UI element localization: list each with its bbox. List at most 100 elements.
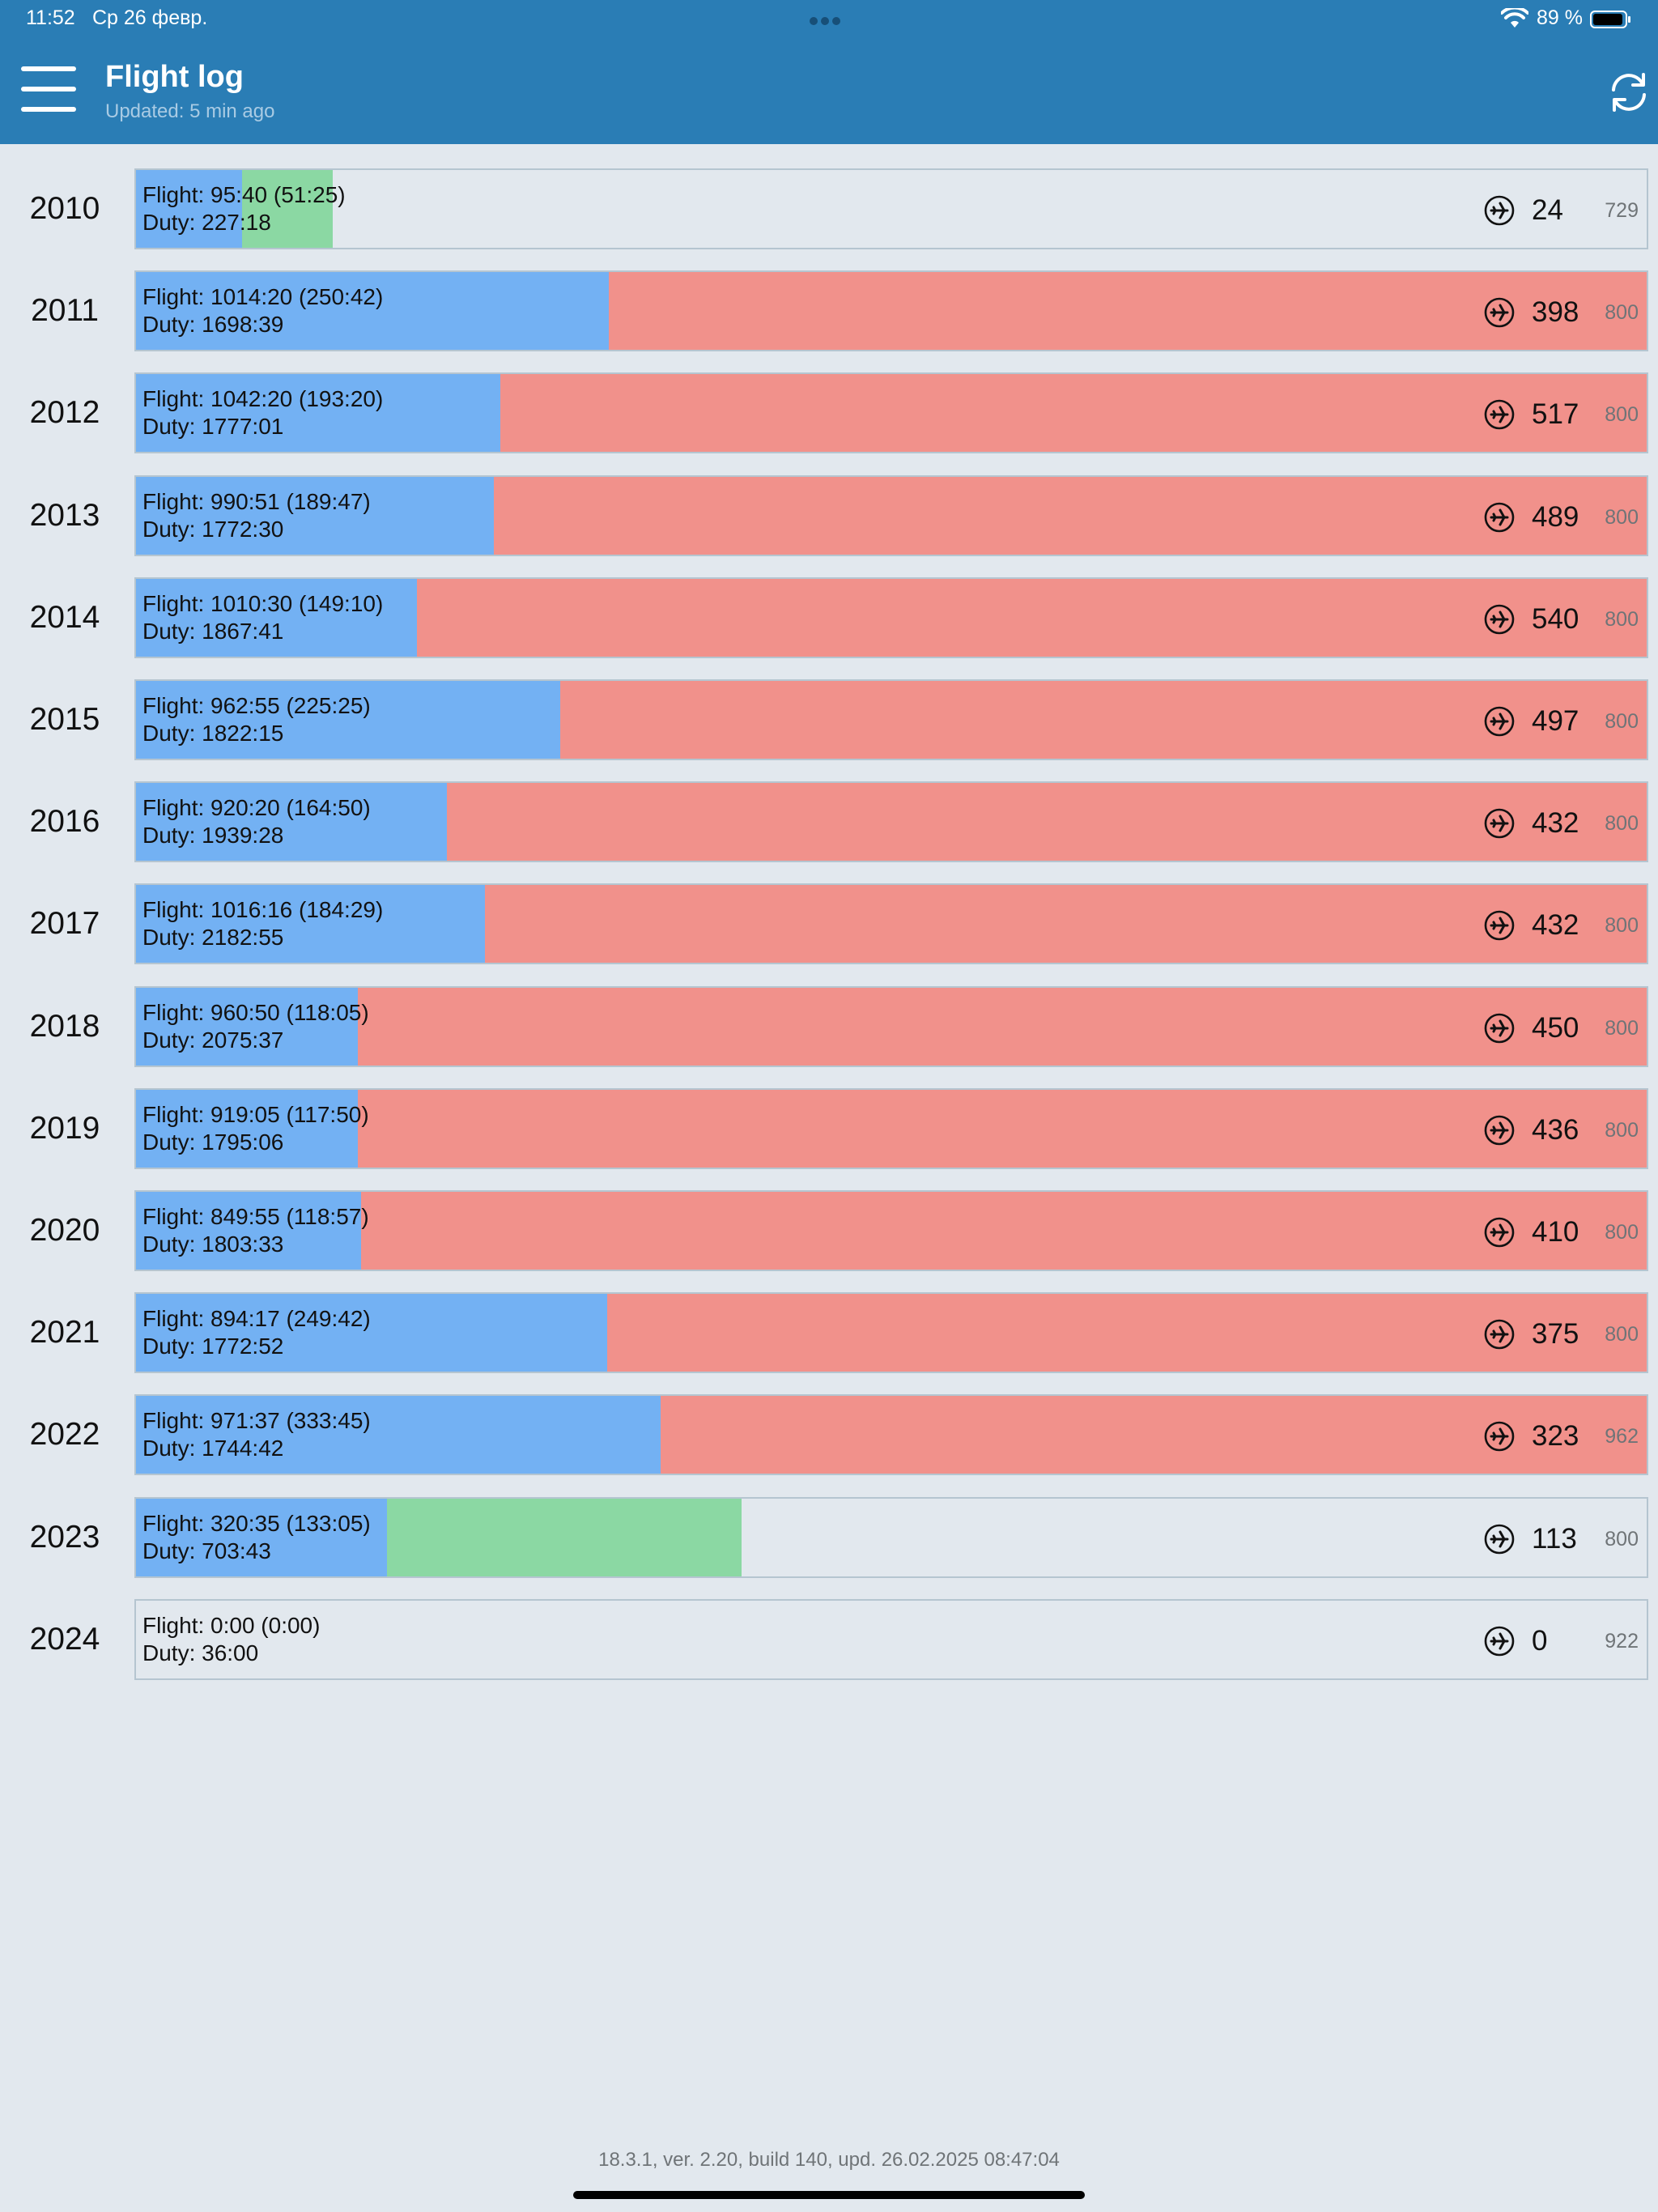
flights-count: 323 — [1532, 1420, 1579, 1453]
duty-time-label: Duty: 1777:01 — [142, 414, 284, 440]
version-info: 18.3.1, ver. 2.20, build 140, upd. 26.02… — [598, 2149, 1060, 2171]
airplane-circle-icon — [1483, 1523, 1516, 1555]
over-limit-segment — [485, 885, 1647, 963]
flight-progress-bar[interactable]: Flight: 1014:20 (250:42) Duty: 1698:39 398… — [134, 270, 1648, 352]
limit-value: 800 — [1605, 812, 1639, 836]
flight-progress-bar[interactable]: Flight: 1010:30 (149:10) Duty: 1867:41 540… — [134, 576, 1648, 658]
flights-count: 432 — [1532, 807, 1579, 840]
battery-percentage: 89 % — [1537, 6, 1583, 29]
status-time: 11:52 — [26, 6, 75, 29]
flight-time-label: Flight: 894:17 (249:42) — [142, 1306, 371, 1332]
year-row-2011: 2011 Flight: 1014:20 (250:42) Duty: 1698:3… — [0, 270, 1658, 352]
bar-text: Flight: 960:50 (118:05) Duty: 2075:37 — [142, 999, 369, 1054]
duty-time-label: Duty: 1803:33 — [142, 1231, 284, 1257]
flight-time-segment — [136, 1396, 661, 1474]
hamburger-menu-icon[interactable] — [21, 65, 78, 113]
flight-time-segment — [136, 170, 242, 248]
year-label: 2022 — [29, 1417, 100, 1453]
flight-time-segment — [136, 578, 418, 657]
year-label: 2023 — [29, 1519, 100, 1555]
duty-time-label: Duty: 1744:42 — [142, 1436, 284, 1461]
flight-time-segment — [136, 681, 561, 759]
bar-text: Flight: 894:17 (249:42) Duty: 1772:52 — [142, 1305, 371, 1360]
more-dots-icon[interactable] — [810, 15, 848, 25]
year-row-2021: 2021 Flight: 894:17 (249:42) Duty: 1772:52… — [0, 1292, 1658, 1374]
airplane-circle-icon — [1483, 705, 1516, 738]
flights-count: 113 — [1532, 1522, 1577, 1555]
year-row-2015: 2015 Flight: 962:55 (225:25) Duty: 1822:15… — [0, 679, 1658, 760]
year-row-2014: 2014 Flight: 1010:30 (149:10) Duty: 1867:4… — [0, 576, 1658, 658]
flight-progress-bar[interactable]: Flight: 1042:20 (193:20) Duty: 1777:01 517… — [134, 372, 1648, 454]
flight-progress-bar[interactable]: Flight: 960:50 (118:05) Duty: 2075:37 450 8… — [134, 985, 1648, 1067]
flights-count: 517 — [1532, 398, 1579, 431]
duty-time-label: Duty: 2182:55 — [142, 925, 284, 951]
flight-progress-bar[interactable]: Flight: 971:37 (333:45) Duty: 1744:42 323 9… — [134, 1394, 1648, 1476]
flight-progress-bar[interactable]: Flight: 962:55 (225:25) Duty: 1822:15 497 8… — [134, 679, 1648, 760]
flight-progress-bar[interactable]: Flight: 1016:16 (184:29) Duty: 2182:55 432… — [134, 883, 1648, 965]
limit-value: 800 — [1605, 505, 1639, 529]
flight-progress-bar[interactable]: Flight: 920:20 (164:50) Duty: 1939:28 432 8… — [134, 781, 1648, 863]
year-row-2018: 2018 Flight: 960:50 (118:05) Duty: 2075:37… — [0, 985, 1658, 1067]
flight-time-segment — [136, 1192, 362, 1270]
year-label: 2016 — [29, 804, 100, 840]
flight-progress-bar[interactable]: Flight: 320:35 (133:05) Duty: 703:43 113 80… — [134, 1496, 1648, 1578]
updated-status: Updated: 5 min ago — [105, 100, 275, 122]
flights-count: 0 — [1532, 1624, 1548, 1657]
bar-text: Flight: 1014:20 (250:42) Duty: 1698:39 — [142, 283, 383, 338]
over-limit-segment — [361, 1192, 1647, 1270]
duty-time-label: Duty: 2075:37 — [142, 1027, 284, 1053]
page-title: Flight log — [105, 60, 244, 94]
airplane-circle-icon — [1483, 603, 1516, 636]
year-label: 2015 — [29, 702, 100, 737]
duty-time-label: Duty: 227:18 — [142, 210, 271, 235]
year-row-2022: 2022 Flight: 971:37 (333:45) Duty: 1744:42… — [0, 1394, 1658, 1476]
limit-value: 800 — [1605, 914, 1639, 938]
flight-time-label: Flight: 0:00 (0:00) — [142, 1612, 321, 1638]
over-limit-segment — [358, 987, 1647, 1066]
duty-time-label: Duty: 1939:28 — [142, 823, 284, 849]
flights-count: 436 — [1532, 1113, 1579, 1146]
flight-time-segment — [136, 1089, 359, 1168]
bar-text: Flight: 849:55 (118:57) Duty: 1803:33 — [142, 1203, 369, 1258]
bar-text: Flight: 962:55 (225:25) Duty: 1822:15 — [142, 692, 371, 747]
flight-progress-bar[interactable]: Flight: 95:40 (51:25) Duty: 227:18 24 729 — [134, 168, 1648, 249]
flight-time-label: Flight: 1016:16 (184:29) — [142, 897, 384, 923]
duty-time-label: Duty: 1795:06 — [142, 1129, 284, 1155]
year-label: 2020 — [29, 1213, 100, 1248]
limit-value: 800 — [1605, 710, 1639, 733]
over-limit-segment — [358, 1089, 1647, 1168]
flight-progress-bar[interactable]: Flight: 894:17 (249:42) Duty: 1772:52 375 8… — [134, 1292, 1648, 1374]
bar-text: Flight: 1010:30 (149:10) Duty: 1867:41 — [142, 590, 383, 645]
airplane-circle-icon — [1483, 296, 1516, 329]
duty-time-label: Duty: 1772:30 — [142, 516, 284, 542]
flight-progress-bar[interactable]: Flight: 849:55 (118:57) Duty: 1803:33 410 8… — [134, 1190, 1648, 1271]
flight-time-label: Flight: 320:35 (133:05) — [142, 1510, 371, 1536]
airplane-circle-icon — [1483, 1114, 1516, 1146]
limit-value: 800 — [1605, 607, 1639, 631]
refresh-icon[interactable] — [1606, 70, 1652, 115]
limit-value: 800 — [1605, 1323, 1639, 1346]
flight-time-segment — [136, 476, 495, 555]
remaining-segment — [241, 170, 333, 248]
flight-time-label: Flight: 960:50 (118:05) — [142, 999, 369, 1025]
bar-text: Flight: 320:35 (133:05) Duty: 703:43 — [142, 1510, 371, 1565]
flight-time-label: Flight: 919:05 (117:50) — [142, 1101, 369, 1127]
bar-text: Flight: 920:20 (164:50) Duty: 1939:28 — [142, 794, 371, 849]
flight-progress-bar[interactable]: Flight: 0:00 (0:00) Duty: 36:00 0 922 — [134, 1598, 1648, 1680]
flight-progress-bar[interactable]: Flight: 990:51 (189:47) Duty: 1772:30 489 8… — [134, 474, 1648, 556]
flights-count: 489 — [1532, 500, 1579, 533]
flights-count: 375 — [1532, 1318, 1579, 1351]
airplane-circle-icon — [1483, 1625, 1516, 1657]
flight-time-label: Flight: 971:37 (333:45) — [142, 1408, 371, 1434]
flights-count: 540 — [1532, 602, 1579, 635]
duty-time-label: Duty: 1822:15 — [142, 721, 284, 746]
flight-progress-bar[interactable]: Flight: 919:05 (117:50) Duty: 1795:06 436 8… — [134, 1087, 1648, 1169]
year-label: 2013 — [29, 497, 100, 533]
flight-time-label: Flight: 990:51 (189:47) — [142, 488, 371, 514]
limit-value: 800 — [1605, 403, 1639, 427]
battery-icon — [1590, 11, 1630, 28]
bar-text: Flight: 919:05 (117:50) Duty: 1795:06 — [142, 1101, 369, 1156]
flight-time-label: Flight: 1014:20 (250:42) — [142, 284, 384, 310]
flights-count: 450 — [1532, 1011, 1579, 1044]
duty-time-label: Duty: 1772:52 — [142, 1334, 284, 1359]
